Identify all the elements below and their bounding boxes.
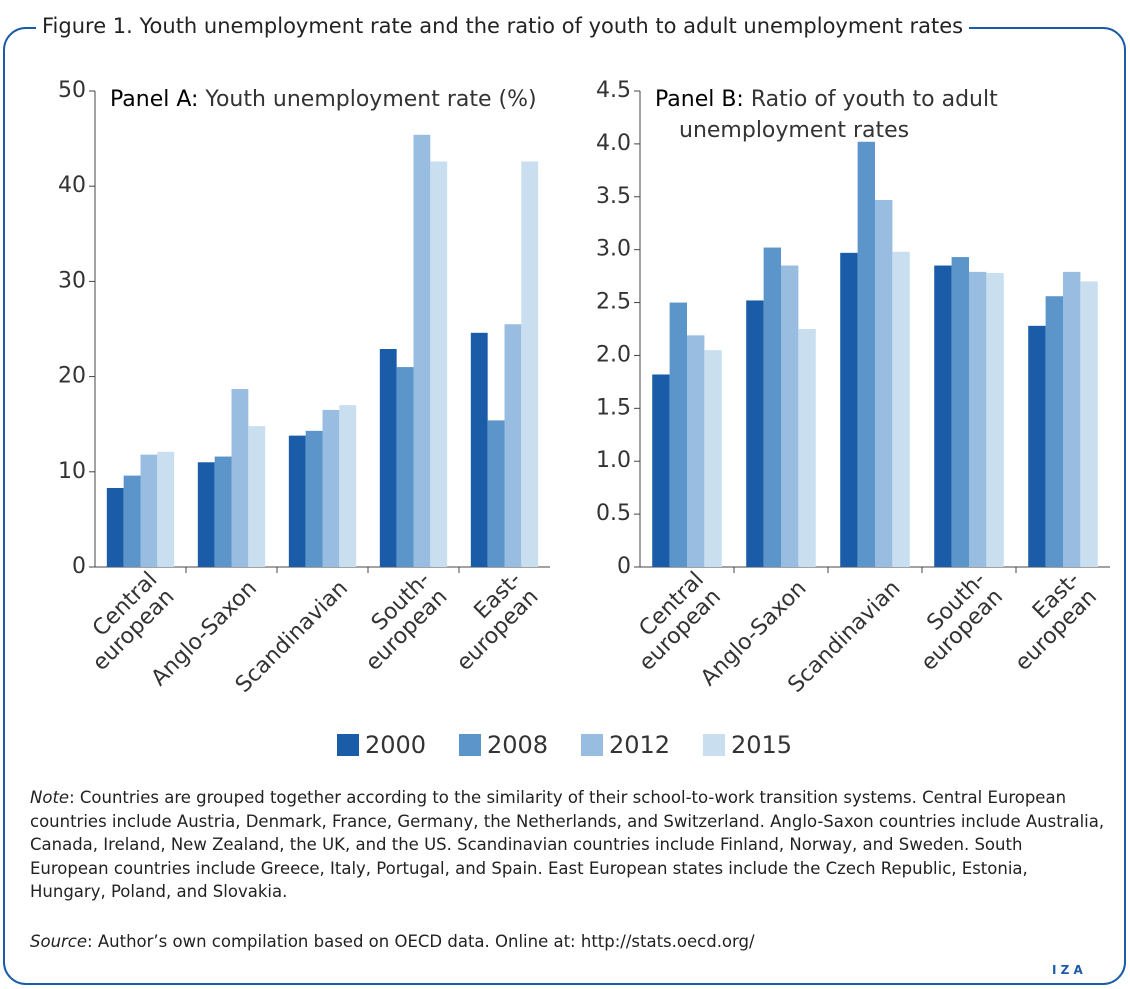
legend-swatch (703, 734, 725, 756)
bar (157, 451, 175, 567)
bar (840, 252, 858, 567)
bar (951, 257, 969, 567)
bar (986, 272, 1004, 567)
bar (763, 247, 781, 567)
y-tick-label: 3.5 (596, 184, 631, 209)
panel-title-text: Ratio of youth to adult unemployment rat… (679, 87, 998, 143)
y-tick-label: 30 (58, 268, 86, 293)
bar (687, 335, 705, 567)
bar (231, 388, 249, 567)
note-label: Note (30, 788, 70, 807)
bar (746, 300, 764, 567)
bar (430, 161, 448, 567)
source-label: Source (30, 932, 88, 951)
y-tick-label: 3.0 (596, 237, 631, 262)
bar (857, 141, 875, 568)
logo: I Z A (1052, 963, 1083, 977)
panel-title-text: Youth unemployment rate (%) (205, 87, 537, 112)
bar (339, 405, 357, 567)
bar (379, 348, 397, 567)
y-tick-label: 40 (58, 173, 86, 198)
bar (413, 134, 431, 568)
bar (106, 487, 124, 567)
bar (781, 265, 799, 567)
panel-label: Panel B: (655, 87, 744, 112)
panel-label: Panel A: (110, 87, 199, 112)
y-tick-label: 4.5 (596, 78, 631, 103)
legend-label: 2000 (365, 731, 426, 759)
bar (140, 454, 158, 567)
bar (1063, 271, 1081, 567)
y-tick-label: 4.0 (596, 131, 631, 156)
bar (470, 332, 488, 567)
note: Note: Countries are grouped together acc… (30, 786, 1105, 904)
bar (934, 265, 952, 567)
y-tick-label: 10 (58, 459, 86, 484)
x-tick-label: South-european (344, 567, 453, 676)
source-text: : Author’s own compilation based on OECD… (87, 932, 755, 951)
bar (305, 430, 323, 567)
bar (214, 456, 232, 567)
legend-label: 2015 (731, 731, 792, 759)
y-tick-label: 50 (58, 78, 86, 103)
bar (396, 367, 414, 567)
x-tick-label: South-european (899, 567, 1008, 676)
x-tick-label: East-european (435, 567, 544, 676)
bar (504, 324, 522, 567)
bar (288, 435, 306, 567)
bar (1080, 281, 1098, 567)
bar (969, 271, 987, 567)
y-tick-label: 2.5 (596, 290, 631, 315)
x-tick-label: East-european (993, 567, 1102, 676)
bar (123, 475, 141, 567)
legend-swatch (459, 734, 481, 756)
bar (652, 374, 670, 567)
bar (875, 199, 893, 567)
bar (704, 350, 722, 567)
legend-swatch (581, 734, 603, 756)
y-tick-label: 0 (617, 554, 631, 579)
legend-label: 2012 (609, 731, 670, 759)
y-tick-label: 1.0 (596, 448, 631, 473)
bar (322, 409, 340, 567)
note-text: : Countries are grouped together accordi… (30, 788, 1105, 901)
bar (521, 161, 539, 567)
bar (197, 462, 215, 567)
bar (798, 329, 816, 567)
panel-title: Panel B: Ratio of youth to adult unemplo… (655, 84, 1064, 146)
bar (892, 251, 910, 567)
bar (1045, 296, 1063, 567)
y-tick-label: 20 (58, 364, 86, 389)
legend-swatch (337, 734, 359, 756)
source: Source: Author’s own compilation based o… (30, 932, 1105, 951)
y-tick-label: 0.5 (596, 501, 631, 526)
legend-label: 2008 (487, 731, 548, 759)
bar (1028, 325, 1046, 567)
bar (669, 302, 687, 567)
bar (248, 426, 266, 567)
y-tick-label: 0 (72, 554, 86, 579)
y-tick-label: 1.5 (596, 395, 631, 420)
panel-title: Panel A: Youth unemployment rate (%) (110, 84, 537, 115)
y-tick-label: 2.0 (596, 342, 631, 367)
figure-title: Figure 1. Youth unemployment rate and th… (36, 14, 970, 38)
bar (487, 420, 505, 567)
